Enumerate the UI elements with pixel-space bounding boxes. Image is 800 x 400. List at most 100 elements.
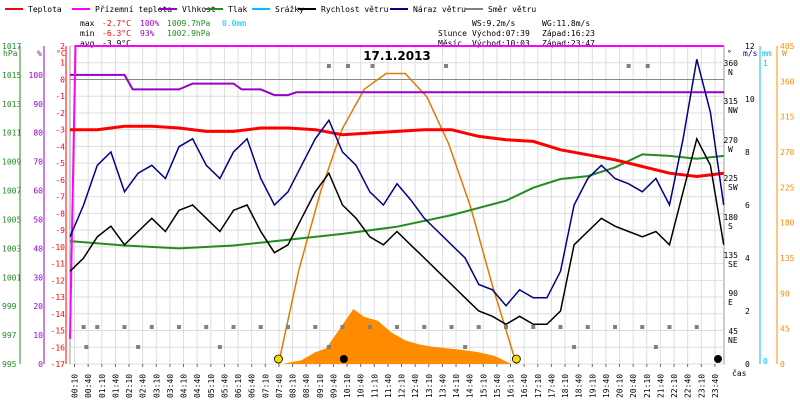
x-tick-label: 08:10 [289, 374, 298, 398]
direction-unit: ° [727, 49, 732, 58]
temperature-tick: -12 [51, 276, 66, 285]
pressure-tick: 1015 [2, 71, 21, 80]
wind-tick: 4 [745, 254, 750, 263]
solar-tick: 45 [780, 325, 790, 334]
legend-label-5: Rychlost větru [321, 5, 389, 14]
x-tick-label: 03:10 [152, 374, 161, 398]
legend-label-2: Vlhkost [182, 5, 216, 14]
temperature-tick: -8 [55, 209, 65, 218]
temperature-tick: -5 [55, 159, 65, 168]
x-tick-label: 22:40 [684, 374, 693, 398]
temperature-tick: 1 [60, 59, 65, 68]
humidity-tick: 80 [33, 129, 43, 138]
wind-direction-dot [340, 325, 345, 329]
wind-direction-dot [667, 325, 672, 329]
x-tick-label: 02:40 [139, 374, 148, 398]
x-tick-label: 11:40 [384, 374, 393, 398]
wind-direction-dot [84, 345, 89, 349]
pressure-tick: 1007 [2, 187, 21, 196]
temperature-tick: -2 [55, 109, 65, 118]
x-tick-label: 22:10 [670, 374, 679, 398]
wind-direction-dot [81, 325, 86, 329]
wind-direction-dot [122, 325, 127, 329]
temperature-tick: 2 [60, 42, 65, 51]
temperature-tick: -9 [55, 226, 65, 235]
x-tick-label: 19:10 [588, 374, 597, 398]
x-tick-label: 20:10 [616, 374, 625, 398]
wind-tick: 10 [745, 95, 755, 104]
stat-max-rain: 0.0mm [222, 19, 246, 28]
pressure-tick: 995 [2, 360, 17, 369]
stat-max-label: max [80, 19, 95, 28]
x-tick-label: 02:10 [125, 374, 134, 398]
solar-unit: W [782, 49, 787, 58]
wind-direction-dot [326, 64, 331, 68]
x-tick-label: 16:40 [520, 374, 529, 398]
stat-min-label: min [80, 29, 95, 38]
temperature-tick: -1 [55, 92, 65, 101]
sunrise-time: Východ:07:39 [472, 29, 530, 38]
x-tick-label: 19:40 [602, 374, 611, 398]
rain-tick: 1 [763, 59, 768, 68]
direction-compass: E [728, 298, 733, 307]
wind-direction-dot [444, 64, 449, 68]
temperature-tick: 0 [60, 75, 65, 84]
x-tick-label: 08:40 [302, 374, 311, 398]
temperature-tick: -15 [51, 327, 66, 336]
wind-direction-dot [258, 325, 263, 329]
direction-tick: 135 [724, 251, 739, 260]
x-tick-label: 17:10 [534, 374, 543, 398]
legend-label-4: Srážky [275, 5, 304, 14]
x-tick-label: 21:40 [656, 374, 665, 398]
time-label: čas [732, 368, 747, 378]
humidity-tick: 10 [33, 331, 43, 340]
pressure-tick: 1013 [2, 100, 21, 109]
humidity-tick: 40 [33, 244, 43, 253]
wind-tick: 12 [745, 42, 755, 51]
stat-min-press: 1002.9hPa [167, 29, 211, 38]
humidity-tick: 90 [33, 100, 43, 109]
x-tick-label: 12:10 [398, 374, 407, 398]
temperature-unit: °C [56, 49, 66, 58]
x-tick-label: 03:40 [166, 374, 175, 398]
wind-direction-dot [626, 64, 631, 68]
pressure-tick: 999 [2, 302, 17, 311]
ground-temperature-line [69, 45, 724, 339]
wind-direction-dot [504, 325, 508, 329]
sun-label: Slunce [438, 29, 467, 38]
stat-min-temp: -6.3°C [102, 29, 131, 38]
direction-tick: 270 [724, 136, 739, 145]
legend-label-0: Teplota [28, 5, 62, 14]
wind-direction-dot [585, 325, 590, 329]
direction-compass: NW [728, 106, 738, 115]
x-tick-label: 00:40 [84, 374, 93, 398]
x-tick-label: 05:10 [207, 374, 216, 398]
moonset-marker [714, 355, 723, 363]
temperature-tick: -16 [51, 343, 66, 352]
direction-compass: SE [728, 260, 738, 269]
solar-tick: 135 [780, 254, 795, 263]
stat-max-press: 1009.7hPa [167, 19, 211, 28]
x-tick-label: 06:10 [234, 374, 243, 398]
x-tick-label: 14:40 [466, 374, 475, 398]
wind-direction-dot [177, 325, 181, 329]
wind-direction-dot [613, 325, 617, 329]
x-tick-label: 23:10 [697, 374, 706, 398]
x-tick-label: 11:10 [370, 374, 379, 398]
stat-min-hum: 93% [140, 29, 155, 38]
humidity-unit: % [37, 49, 42, 58]
moonrise-time: Východ:10:03 [472, 39, 530, 48]
temperature-tick: -13 [51, 293, 66, 302]
temperature-tick: -10 [51, 243, 66, 252]
wind-direction-dot [345, 64, 350, 68]
pressure-tick: 1003 [2, 244, 21, 253]
rain-unit: mm [762, 49, 772, 58]
wind-direction-dot [653, 345, 658, 349]
x-tick-label: 13:10 [425, 374, 434, 398]
direction-tick: 360 [724, 59, 739, 68]
x-tick-label: 15:40 [493, 374, 502, 398]
moonrise-marker [339, 355, 348, 363]
x-tick-label: 04:40 [193, 374, 202, 398]
x-tick-label: 00:10 [71, 374, 80, 398]
pressure-tick: 997 [2, 331, 17, 340]
